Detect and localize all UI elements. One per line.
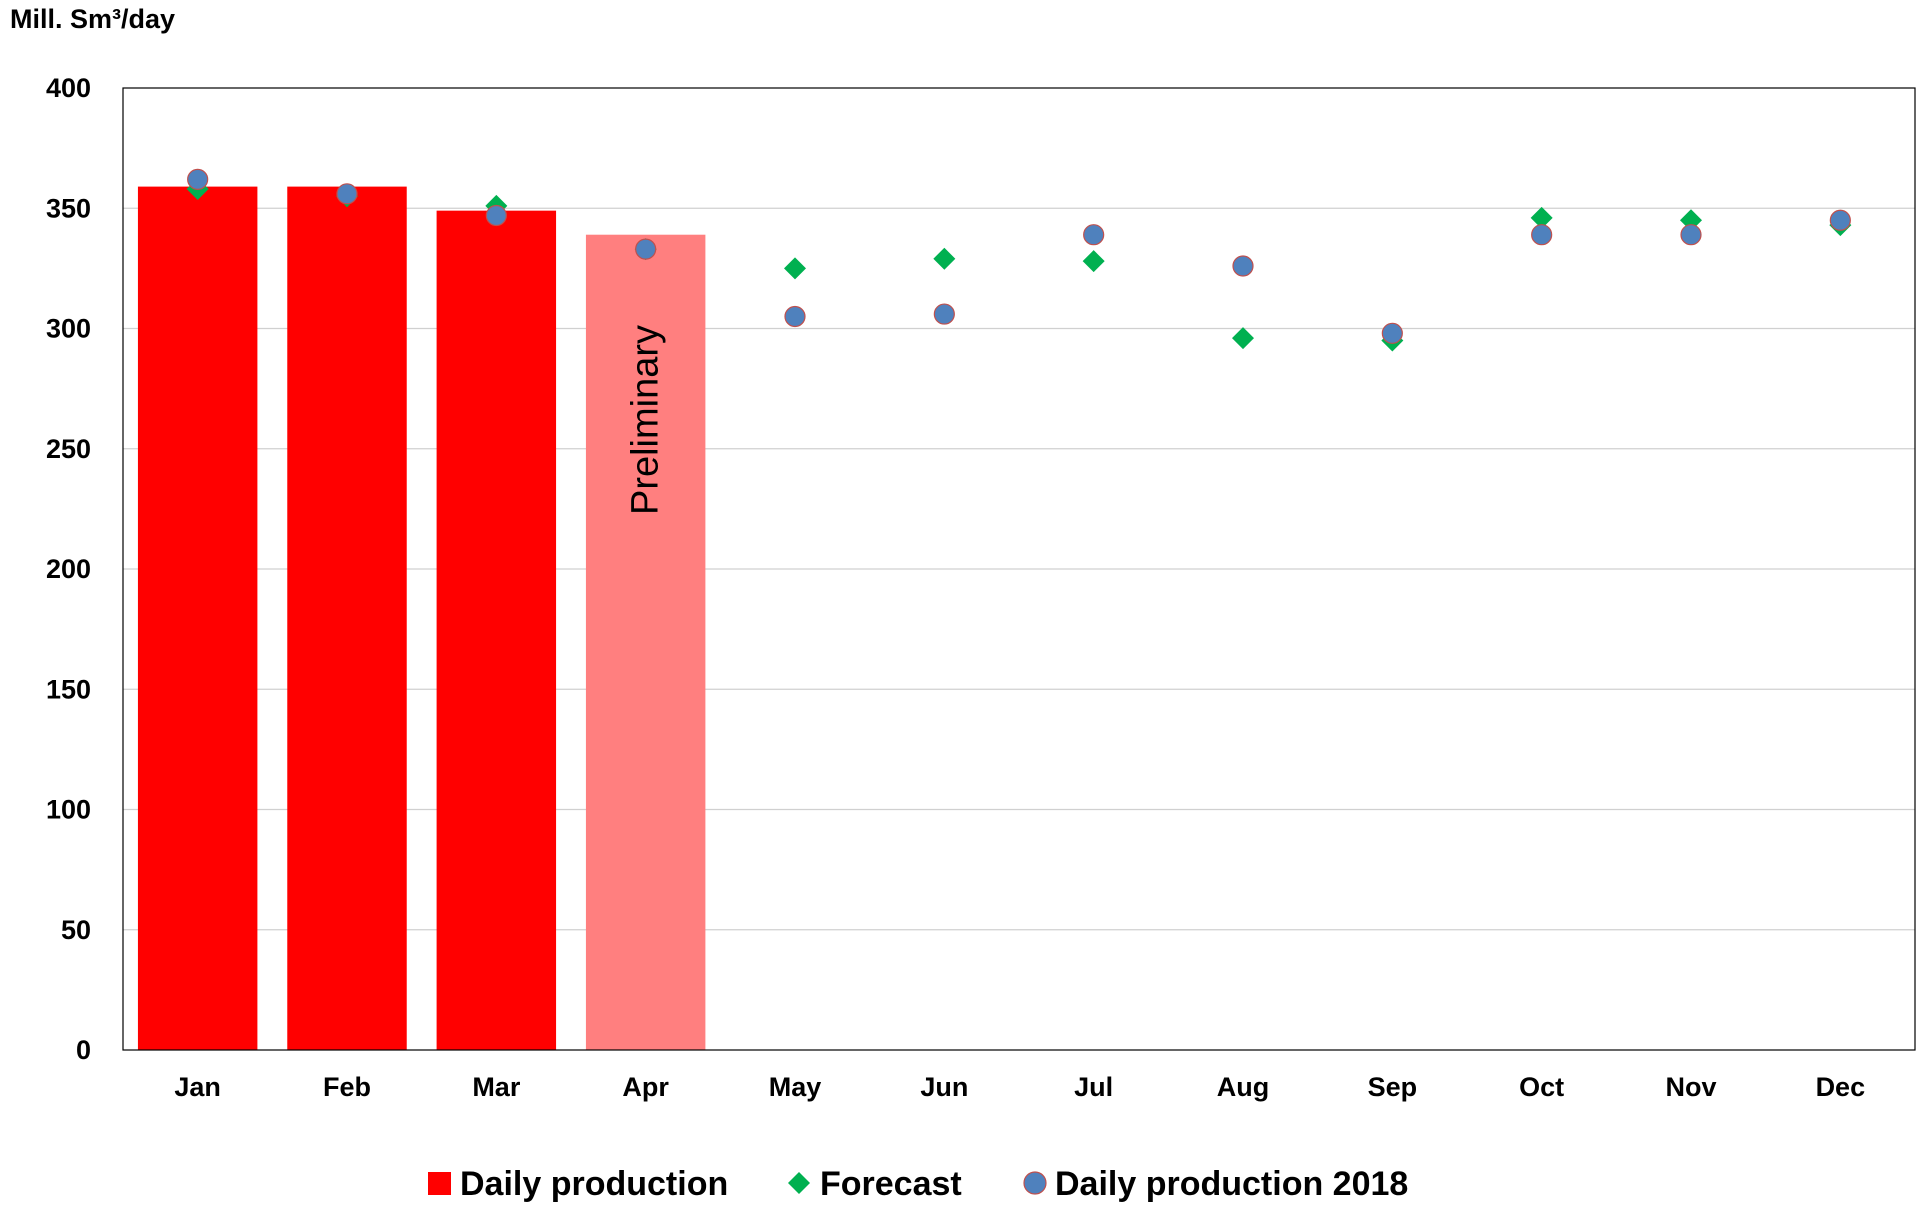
y-tick-label: 350 (46, 193, 91, 223)
forecast-marker (1232, 327, 1254, 350)
preliminary-label: Preliminary (625, 325, 667, 515)
legend-label: Forecast (820, 1165, 962, 1203)
forecast-marker (933, 247, 956, 270)
x-tick-label: Dec (1816, 1072, 1866, 1102)
y-tick-label: 200 (46, 554, 91, 584)
daily-production-2018-marker (1531, 224, 1553, 246)
daily-production-2018-marker (1083, 224, 1105, 246)
daily-production-2018-marker (1232, 255, 1254, 277)
bar-daily-production (287, 186, 407, 1051)
y-tick-label: 300 (46, 314, 91, 344)
y-axis-ticks: 0 50 100 150 200 250 300 350 400 (46, 73, 91, 1065)
legend-swatch-daily-production (428, 1172, 451, 1195)
legend: Daily production Forecast Daily production… (428, 1165, 1408, 1203)
daily-production-2018-marker (336, 183, 358, 205)
forecast-marker (784, 257, 806, 280)
x-tick-label: Aug (1217, 1072, 1269, 1102)
x-tick-label: Oct (1519, 1072, 1564, 1102)
daily-production-2018-marker (1680, 224, 1702, 246)
y-tick-label: 100 (46, 795, 91, 825)
daily-production-2018-marker (1381, 322, 1403, 344)
gridlines (123, 207, 1915, 931)
x-tick-label: Sep (1368, 1072, 1418, 1102)
daily-production-2018-marker (187, 168, 209, 190)
y-tick-label: 400 (46, 73, 91, 103)
y-tick-label: 250 (46, 434, 91, 464)
forecast-marker (1530, 206, 1553, 229)
x-axis-ticks: Jan Feb Mar Apr May Jun Jul Aug Sep Oct Nov Dec (174, 1072, 1865, 1102)
forecast-marker (1082, 250, 1105, 273)
daily-production-2018-marker (784, 305, 806, 328)
daily-production-2018-marker (485, 204, 507, 227)
legend-swatch-daily-production-2018 (1023, 1171, 1047, 1195)
markers (186, 168, 1852, 352)
daily-production-2018-marker (1829, 209, 1851, 231)
bars (137, 186, 706, 1051)
y-tick-label: 0 (76, 1035, 91, 1065)
bar-daily-production (585, 234, 706, 1050)
y-tick-label: 150 (46, 674, 91, 704)
legend-label: Daily production 2018 (1055, 1165, 1408, 1203)
x-tick-label: Jun (920, 1072, 968, 1102)
x-tick-label: Jan (174, 1072, 221, 1102)
annotations: Preliminary (625, 325, 667, 515)
y-axis-label: Mill. Sm³/day (10, 4, 175, 34)
legend-label: Daily production (460, 1165, 728, 1203)
x-tick-label: Nov (1665, 1072, 1716, 1102)
x-tick-label: Apr (622, 1072, 669, 1102)
x-tick-label: Mar (472, 1072, 521, 1102)
bar-daily-production (137, 186, 258, 1051)
bar-daily-production (436, 210, 557, 1050)
plot-frame (122, 87, 1916, 1051)
legend-swatch-forecast (788, 1172, 810, 1194)
daily-production-2018-marker (933, 303, 955, 325)
daily-production-2018-marker (635, 238, 657, 260)
y-tick-label: 50 (61, 915, 91, 945)
x-tick-label: Jul (1074, 1072, 1113, 1102)
x-tick-label: Feb (323, 1072, 371, 1102)
x-tick-label: May (769, 1072, 822, 1102)
